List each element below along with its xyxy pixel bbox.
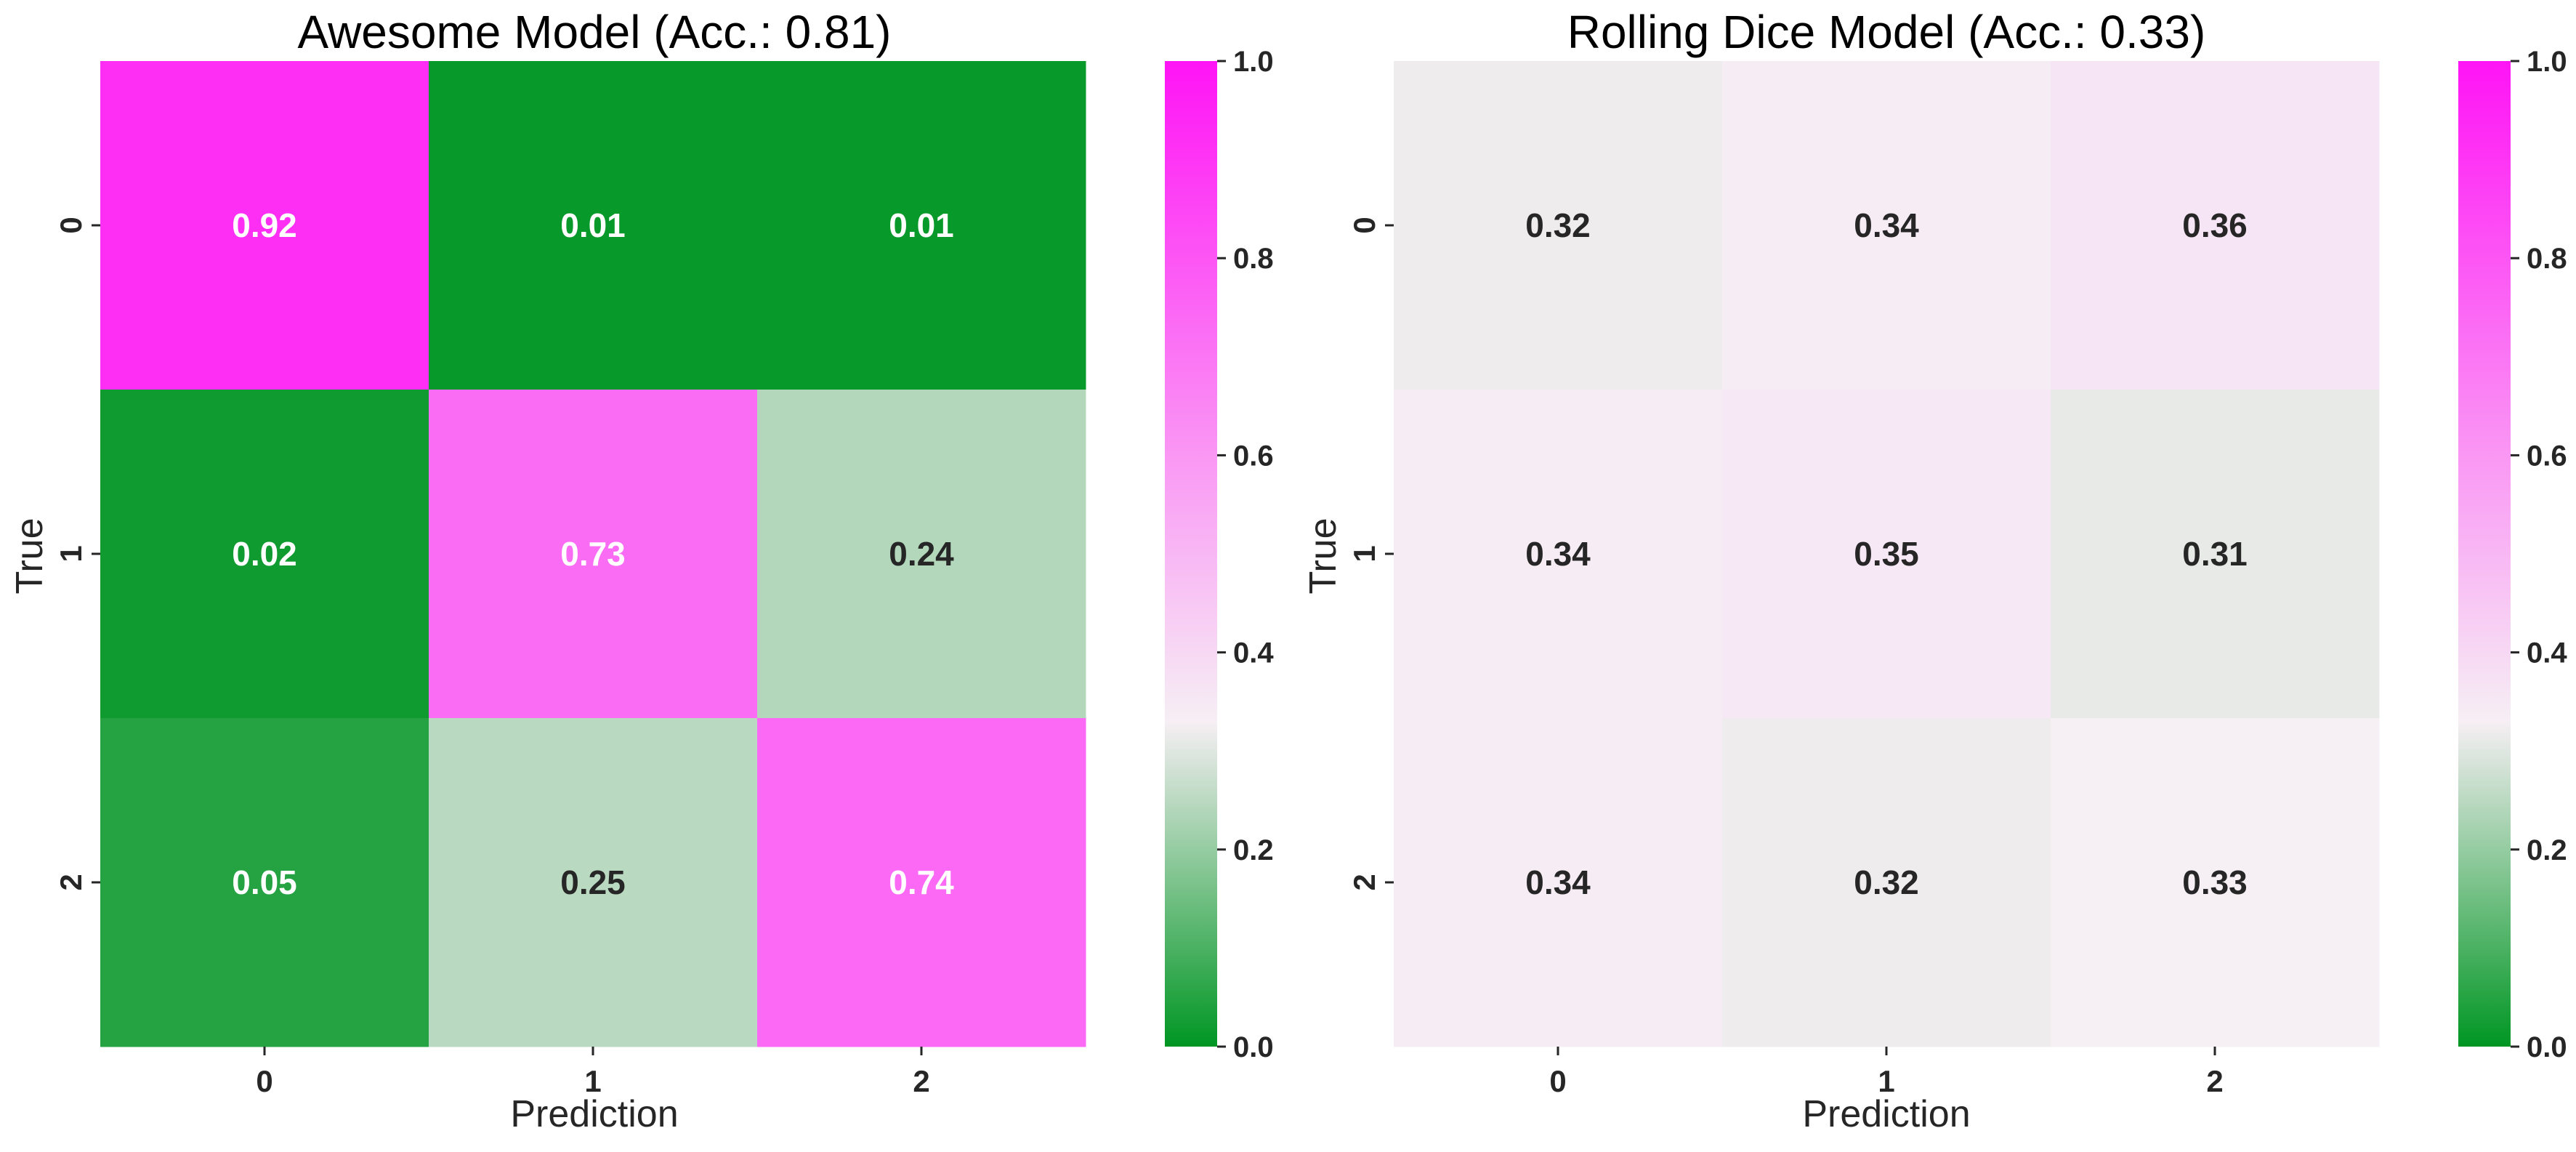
y-tick-label: 0: [54, 217, 88, 233]
cell-value-label: 0.05: [232, 863, 297, 901]
colorbar-tick-label: 0.6: [1233, 440, 1274, 472]
colorbar-tick-label: 0.4: [2527, 637, 2567, 669]
colorbar-tick-label: 0.8: [2527, 243, 2567, 275]
heatmap-cell-r0-c1: [1722, 61, 2051, 390]
x-tick-label: 2: [2206, 1064, 2223, 1098]
cell-value-label: 0.24: [889, 535, 954, 573]
heatmap-cell-r2-c0: [1394, 718, 1723, 1047]
colorbar-tick-label: 0.0: [2527, 1031, 2567, 1063]
cell-value-label: 0.35: [1854, 535, 1919, 573]
heatmap-cell-r2-c2: [757, 718, 1086, 1047]
cell-value-label: 0.34: [1525, 535, 1591, 573]
cell-value-label: 0.33: [2182, 863, 2248, 901]
cell-value-label: 0.32: [1525, 206, 1591, 244]
heatmap-cell-r1-c2: [757, 390, 1086, 719]
cell-value-label: 0.36: [2182, 206, 2248, 244]
heatmap-cell-labels: 0.92 0.01 0.01 0.02 0.73 0.24 0.05 0.25 0.74: [232, 206, 954, 901]
y-tick-label: 2: [54, 874, 88, 890]
heatmap-cells: [1394, 61, 2380, 1047]
chart-title: Rolling Dice Model (Acc.: 0.33): [1567, 6, 2206, 58]
heatmap-cell-r0-c1: [429, 61, 758, 390]
colorbar-tick-label: 0.2: [2527, 834, 2567, 866]
x-tick-label: 2: [913, 1064, 929, 1098]
x-axis-ticks: 0 1 2: [1549, 1047, 2224, 1098]
heatmap-cell-r2-c1: [429, 718, 758, 1047]
cell-value-label: 0.31: [2182, 535, 2248, 573]
cell-value-label: 0.01: [889, 206, 954, 244]
chart-title: Awesome Model (Acc.: 0.81): [298, 6, 892, 58]
heatmap-cell-r1-c0: [100, 390, 429, 719]
cell-value-label: 0.01: [560, 206, 626, 244]
heatmap-cell-r0-c2: [757, 61, 1086, 390]
colorbar-tick-label: 0.8: [1233, 243, 1274, 275]
y-tick-label: 1: [54, 545, 88, 562]
cell-value-label: 0.02: [232, 535, 297, 573]
y-axis-label: True: [1302, 518, 1344, 595]
heatmap-cell-r1-c1: [429, 390, 758, 719]
heatmap-cell-r2-c2: [2051, 718, 2380, 1047]
heatmap-panel-awesome-model: Awesome Model (Acc.: 0.81) 0.92 0.01 0.010…: [9, 6, 1274, 1135]
x-tick-label: 0: [1549, 1064, 1566, 1098]
y-tick-label: 2: [1347, 874, 1381, 890]
y-axis-ticks: 0 1 2: [54, 217, 100, 891]
colorbar-ticks: 0.0 0.2 0.4 0.6 0.8 1.0: [1217, 46, 1274, 1063]
colorbar-tick-label: 0.2: [1233, 834, 1274, 866]
colorbar-tick-label: 0.0: [1233, 1031, 1274, 1063]
x-tick-label: 0: [256, 1064, 272, 1098]
cell-value-label: 0.34: [1854, 206, 1919, 244]
cell-value-label: 0.34: [1525, 863, 1591, 901]
heatmap-cell-r1-c2: [2051, 390, 2380, 719]
colorbar-tick-label: 1.0: [2527, 46, 2567, 78]
heatmap-cell-r2-c1: [1722, 718, 2051, 1047]
x-tick-label: 1: [1878, 1064, 1894, 1098]
y-axis-ticks: 0 1 2: [1347, 217, 1394, 891]
heatmap-cell-r1-c0: [1394, 390, 1723, 719]
x-axis-label: Prediction: [510, 1093, 678, 1135]
heatmap-cell-r1-c1: [1722, 390, 2051, 719]
colorbar-tick-label: 1.0: [1233, 46, 1274, 78]
colorbar-tick-label: 0.6: [2527, 440, 2567, 472]
cell-value-label: 0.73: [560, 535, 626, 573]
cell-value-label: 0.92: [232, 206, 297, 244]
heatmap-cell-r0-c0: [100, 61, 429, 390]
heatmap-cell-r2-c0: [100, 718, 429, 1047]
y-tick-label: 1: [1347, 545, 1381, 562]
heatmap-cell-r0-c0: [1394, 61, 1723, 390]
heatmap-cell-r0-c2: [2051, 61, 2380, 390]
x-axis-label: Prediction: [1802, 1093, 1970, 1135]
heatmap-cells: [100, 61, 1086, 1047]
cell-value-label: 0.32: [1854, 863, 1919, 901]
colorbar: [1165, 61, 1217, 1047]
x-tick-label: 1: [584, 1064, 601, 1098]
cell-value-label: 0.25: [560, 863, 626, 901]
colorbar-tick-label: 0.4: [1233, 637, 1274, 669]
heatmap-panel-rolling-dice-model: Rolling Dice Model (Acc.: 0.33) 0.32 0.34…: [1302, 6, 2567, 1135]
heatmap-cell-labels: 0.32 0.34 0.36 0.34 0.35 0.31 0.34 0.32 0.33: [1525, 206, 2248, 901]
colorbar: [2458, 61, 2511, 1047]
y-tick-label: 0: [1347, 217, 1381, 233]
y-axis-label: True: [9, 518, 51, 595]
colorbar-ticks: 0.0 0.2 0.4 0.6 0.8 1.0: [2511, 46, 2567, 1063]
x-axis-ticks: 0 1 2: [256, 1047, 930, 1098]
cell-value-label: 0.74: [889, 863, 954, 901]
